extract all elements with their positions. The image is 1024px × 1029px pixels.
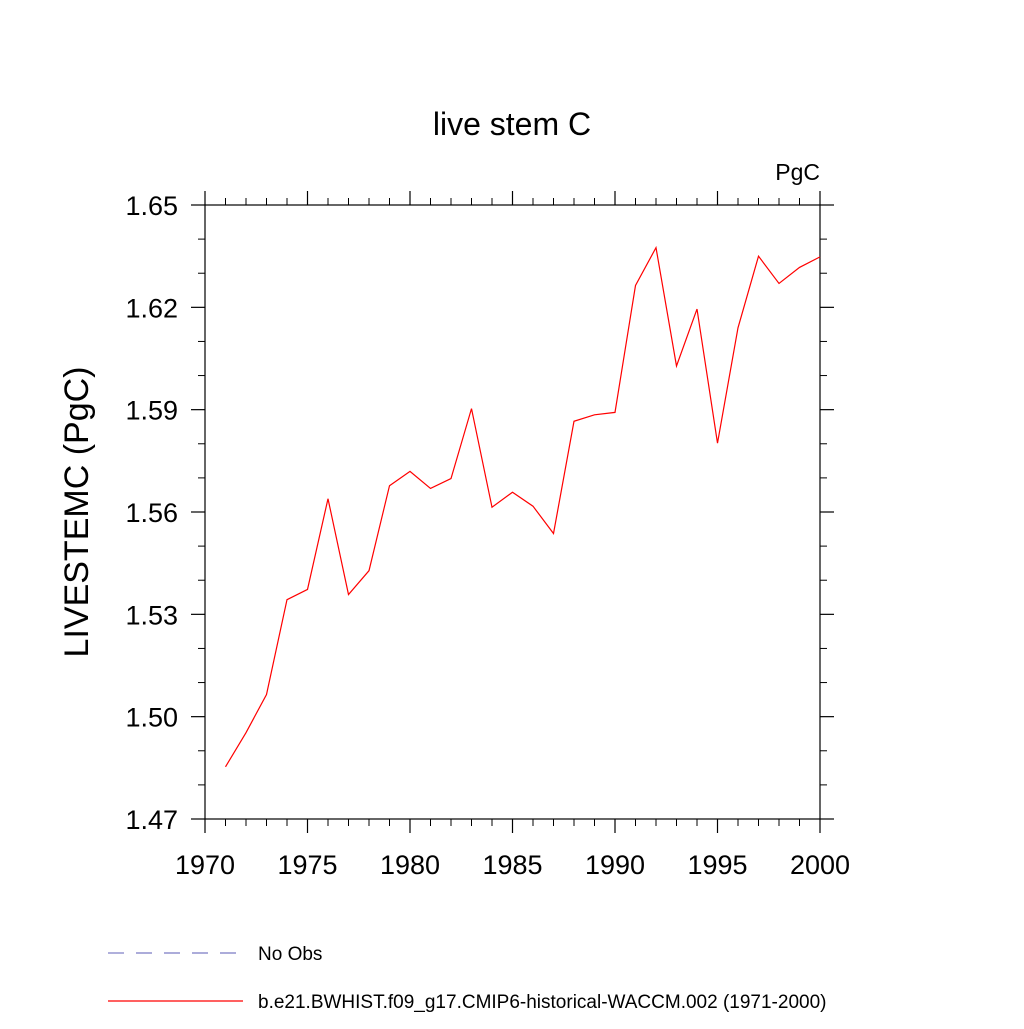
chart-title: live stem C <box>433 106 591 142</box>
x-tick-label: 2000 <box>790 850 850 880</box>
legend-label: b.e21.BWHIST.f09_g17.CMIP6-historical-WA… <box>258 992 826 1013</box>
y-axis-label: LIVESTEMC (PgC) <box>58 367 96 658</box>
plot-frame <box>204 204 821 820</box>
x-tick-label: 1995 <box>687 850 747 880</box>
legend-label: No Obs <box>258 944 322 965</box>
x-tick-label: 1980 <box>380 850 440 880</box>
y-tick-label: 1.50 <box>125 703 178 733</box>
y-tick-label: 1.62 <box>125 293 178 323</box>
y-tick-label: 1.47 <box>125 805 178 835</box>
y-tick-label: 1.56 <box>125 498 178 528</box>
y-tick-label: 1.59 <box>125 396 178 426</box>
series-lines <box>224 245 821 768</box>
legend: No Obs b.e21.BWHIST.f09_g17.CMIP6-histori… <box>108 944 826 1013</box>
x-tick-label: 1985 <box>482 850 542 880</box>
x-tick-label: 1970 <box>175 850 235 880</box>
x-tick-label: 1975 <box>277 850 337 880</box>
tick-labels: 1970 1975 1980 1985 1990 1995 2000 1.47 1.50 1.53… <box>125 191 850 880</box>
units-label: PgC <box>775 159 820 185</box>
y-tick-label: 1.53 <box>125 600 178 630</box>
axis-ticks <box>191 191 834 833</box>
x-tick-label: 1990 <box>585 850 645 880</box>
series-line <box>224 245 821 768</box>
y-tick-label: 1.65 <box>125 191 178 221</box>
